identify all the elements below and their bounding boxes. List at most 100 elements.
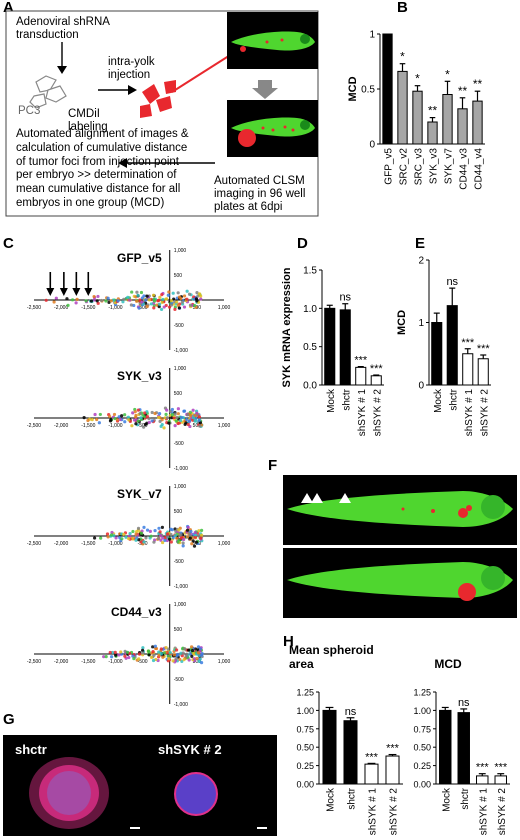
y-tick-label: 1,000 [174, 248, 187, 254]
scatter-point [97, 421, 101, 425]
scatter-point [135, 299, 139, 303]
spheroid-shsyk2-image: shSYK # 2 [150, 735, 277, 836]
scatter-point [188, 533, 192, 538]
scatter-point [118, 417, 122, 422]
chart-c: -2,500 -2,000 -1,500 -1,000 -500 500 1,000 1,00… [27, 248, 231, 708]
bar [494, 775, 507, 785]
y-tick-label: 0.25 [413, 761, 431, 771]
scatter-point [86, 418, 90, 423]
category-label: Mock [433, 388, 444, 413]
panel-label-c: C [3, 235, 14, 252]
scatter-point [145, 294, 149, 298]
scatter-point [156, 536, 161, 541]
scatter-point [159, 534, 163, 538]
scatter-point [120, 537, 124, 541]
y-tick-label: 1.00 [296, 706, 314, 716]
bar [370, 375, 382, 386]
scatter-point [160, 293, 164, 297]
scatter-point [128, 298, 132, 302]
bar [439, 709, 452, 785]
scatter-point [113, 650, 117, 654]
chart-d: 0.0 0.5 1.0 1.5 SYK mRNA expression Mock ns shc… [281, 266, 384, 436]
scatter-point [134, 538, 138, 542]
scatter-point [186, 422, 190, 427]
scatter-point [172, 297, 176, 301]
scatter-point [180, 654, 184, 658]
pc3-cells-icon [29, 75, 67, 109]
scatter-point [187, 648, 191, 652]
category-label: shSYK # 2 [389, 788, 400, 836]
y-tick-label: -1,000 [174, 348, 188, 354]
scatter-point [166, 293, 170, 297]
scatter-point [132, 303, 136, 308]
scatter-point [134, 413, 138, 418]
scatter-point [150, 419, 154, 423]
zebrafish-image-top [227, 12, 318, 69]
scatter-point [174, 419, 178, 423]
scatter-point [181, 544, 185, 548]
scatter-point [177, 295, 182, 299]
scatter-point [198, 657, 202, 661]
y-tick-label: 500 [174, 273, 183, 279]
scatter-point [123, 420, 127, 424]
scatter-point [92, 298, 96, 302]
scatter-point [92, 294, 96, 299]
y-tick-label: 1.5 [303, 266, 317, 277]
category-label: shSYK # 1 [368, 788, 379, 836]
scatter-point [166, 654, 170, 658]
bar [339, 309, 351, 386]
scatter-point [125, 650, 130, 654]
scatter-point [137, 652, 142, 656]
scatter-point [167, 657, 171, 661]
y-tick-label: 0 [369, 140, 375, 151]
scatter-point [185, 297, 189, 301]
x-tick-label: -1,500 [81, 423, 95, 429]
scatter-point [177, 528, 181, 532]
x-tick-label: -1,500 [81, 659, 95, 665]
y-tick-label: 1.0 [303, 304, 317, 315]
x-tick-label: -1,500 [81, 305, 95, 311]
scatter-point [191, 416, 196, 420]
bar [431, 322, 443, 386]
panel-label-b: B [397, 0, 408, 16]
y-tick-label: 0.75 [296, 724, 314, 734]
y-tick-label: 1,000 [174, 366, 187, 372]
chart-h-spheroid-area: 0.00 0.25 0.50 0.75 1.00 1.25 Mean spheroidare… [289, 643, 403, 836]
scatter-point [176, 291, 180, 295]
scatter-point [195, 656, 199, 661]
scatter-point [151, 658, 156, 663]
x-tick-label: 1,000 [218, 659, 231, 665]
significance-label: *** [476, 762, 490, 774]
scatter-point [130, 424, 134, 428]
chart-e: 0 1 2 MCD Mock ns shctr *** shSYK # 1 *** shSYK # … [396, 256, 491, 436]
shrna-label: Adenoviral shRNA transduction [16, 16, 110, 41]
scatter-point [147, 653, 151, 657]
y-tick-label: 500 [174, 391, 183, 397]
category-label: CD44_v4 [474, 148, 485, 190]
scatter-point [140, 296, 144, 300]
scatter-point [106, 535, 110, 539]
category-label: shSYK # 1 [478, 788, 489, 836]
x-tick-label: -1,000 [108, 659, 122, 665]
scatter-point [96, 294, 100, 299]
arrow-head [46, 288, 55, 296]
category-label: SRC_v2 [399, 148, 410, 186]
x-tick-label: -500 [138, 659, 148, 665]
scatter-point [102, 655, 106, 659]
category-label: shctr [448, 388, 459, 410]
scatter-point [174, 648, 179, 652]
scatter-point [171, 659, 175, 663]
scatter-point [176, 421, 180, 426]
scatter-point [70, 298, 75, 302]
scatter-point [140, 648, 145, 652]
scatter-point [131, 411, 135, 415]
scatter-point [159, 538, 163, 542]
x-tick-label: 500 [193, 659, 202, 665]
scatter-point [199, 660, 204, 665]
scatter-point [157, 415, 161, 419]
scatter-point [163, 538, 167, 543]
scatter-point [147, 298, 151, 302]
scatter-point [153, 529, 157, 533]
y-tick-label: 1 [369, 30, 375, 41]
scatter-point [96, 301, 100, 305]
